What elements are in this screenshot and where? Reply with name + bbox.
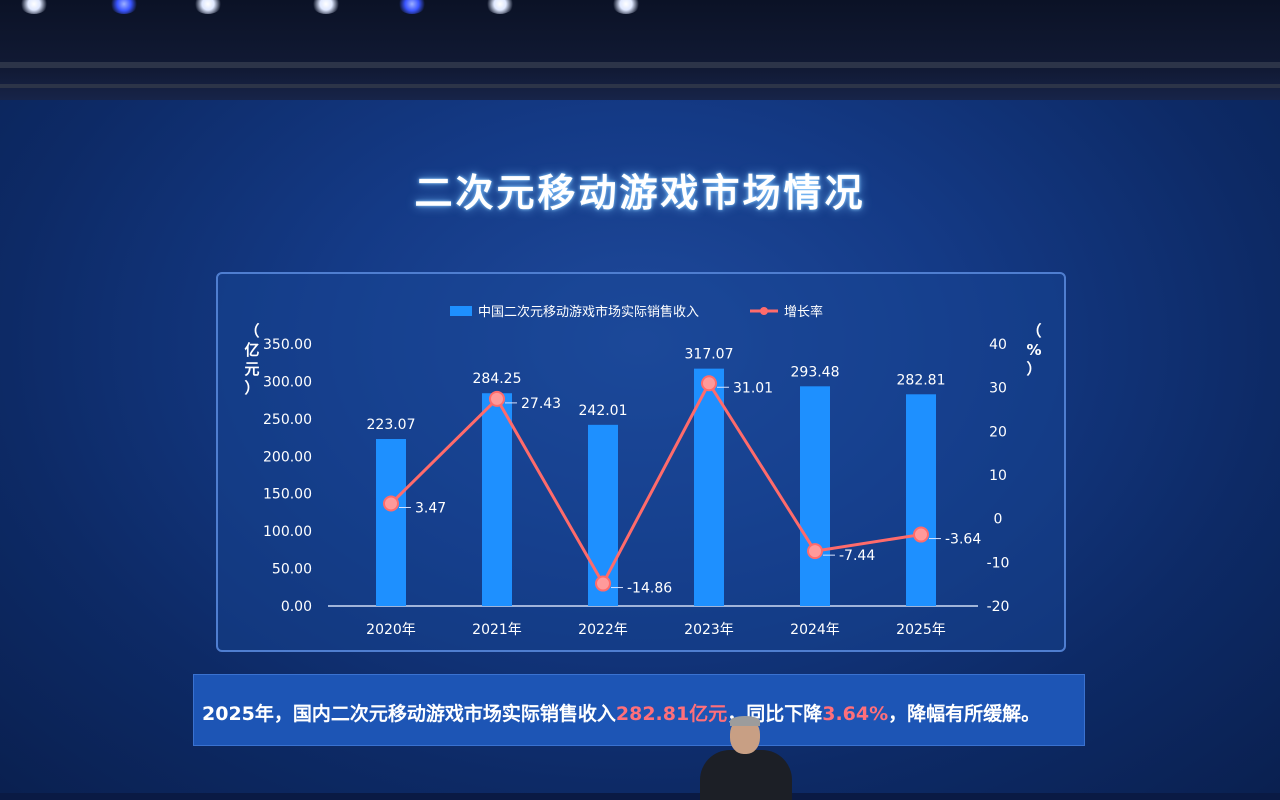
legend-swatch-revenue	[450, 306, 472, 316]
legend-label-revenue: 中国二次元移动游戏市场实际销售收入	[478, 304, 699, 320]
growth-point	[913, 526, 929, 543]
stage-rigging	[0, 0, 1280, 118]
y-tick-label: 150.00	[263, 487, 312, 503]
y-tick-label: 300.00	[263, 374, 312, 390]
growth-data-label: -7.44	[839, 548, 875, 564]
y-axis-title-char: （	[244, 322, 259, 340]
growth-point	[595, 575, 611, 592]
speaker-body	[700, 750, 792, 800]
legend-marker-growth	[760, 307, 768, 315]
y2-tick-label: 40	[989, 337, 1007, 353]
y-axis-title-char: ）	[244, 379, 259, 397]
y-tick-label: 100.00	[263, 524, 312, 540]
growth-data-label: 27.43	[521, 396, 561, 412]
caption-highlight-rate: 3.64%	[822, 703, 889, 725]
slide-title: 二次元移动游戏市场情况	[414, 171, 866, 215]
bar-data-label: 242.01	[579, 403, 628, 419]
growth-point	[807, 543, 823, 560]
y2-axis-title-char: ）	[1026, 360, 1041, 378]
x-tick-label: 2023年	[684, 622, 734, 638]
bar-revenue	[482, 393, 512, 606]
stage-light	[110, 0, 138, 14]
growth-data-label: -14.86	[627, 581, 672, 597]
stage-light	[312, 0, 340, 14]
y-tick-label: 250.00	[263, 412, 312, 428]
bar-data-label: 317.07	[685, 347, 734, 363]
truss-bar	[0, 84, 1280, 88]
y-axis-title-char: 元	[244, 360, 259, 378]
y-axis-title-char: 亿	[244, 341, 259, 359]
truss-bar	[0, 62, 1280, 68]
y2-axis-title-char: （	[1026, 322, 1041, 340]
y-tick-label: 200.00	[263, 449, 312, 465]
x-tick-label: 2021年	[472, 622, 522, 638]
caption-highlight-revenue: 282.81亿元	[615, 703, 728, 725]
x-tick-label: 2025年	[896, 622, 946, 638]
bar-revenue	[376, 439, 406, 606]
growth-point	[701, 375, 717, 392]
y2-tick-label: 0	[994, 512, 1003, 528]
growth-data-label: -3.64	[945, 532, 981, 548]
growth-point	[383, 495, 399, 512]
legend-label-growth: 增长率	[784, 304, 823, 320]
bar-data-label: 293.48	[791, 364, 840, 380]
bar-revenue	[800, 386, 830, 606]
y2-tick-label: -20	[987, 599, 1010, 615]
bar-data-label: 223.07	[367, 417, 416, 433]
stage-light	[486, 0, 514, 14]
chart-panel: 中国二次元移动游戏市场实际销售收入 增长率（亿元）（%） 0.00 50.00 100.…	[216, 272, 1066, 652]
y2-axis-title-char: %	[1026, 341, 1041, 359]
caption-box: 2025年，国内二次元移动游戏市场实际销售收入282.81亿元，同比下降3.64…	[193, 674, 1085, 746]
growth-data-label: 3.47	[415, 501, 446, 517]
x-tick-label: 2024年	[790, 622, 840, 638]
y-tick-label: 0.00	[281, 599, 312, 615]
stage-light	[194, 0, 222, 14]
speaker-hair	[730, 716, 760, 726]
bar-data-label: 282.81	[897, 372, 946, 388]
y-tick-label: 50.00	[272, 562, 312, 578]
speaker-figure	[700, 716, 792, 800]
bar-revenue	[906, 394, 936, 606]
combo-chart: 中国二次元移动游戏市场实际销售收入 增长率（亿元）（%）0.0050.00100.…	[244, 304, 1041, 638]
growth-data-label: 31.01	[733, 380, 773, 396]
stage-light	[20, 0, 48, 14]
growth-line	[389, 381, 922, 586]
stage-light	[398, 0, 426, 14]
caption-part: ，降幅有所缓解。	[888, 703, 1041, 725]
stage-light	[612, 0, 640, 14]
y2-tick-label: 10	[989, 468, 1007, 484]
x-tick-label: 2020年	[366, 622, 416, 638]
bar-data-label: 284.25	[473, 371, 522, 387]
x-tick-label: 2022年	[578, 622, 628, 638]
y2-tick-label: 20	[989, 424, 1007, 440]
caption-text: 2025年，国内二次元移动游戏市场实际销售收入282.81亿元，同比下降3.64…	[202, 699, 1040, 726]
y2-tick-label: 30	[989, 381, 1007, 397]
growth-point	[489, 390, 505, 407]
y2-tick-label: -10	[987, 555, 1010, 571]
caption-part: 2025年，国内二次元移动游戏市场实际销售收入	[202, 703, 616, 725]
y-tick-label: 350.00	[263, 337, 312, 353]
bar-revenue	[694, 368, 724, 606]
